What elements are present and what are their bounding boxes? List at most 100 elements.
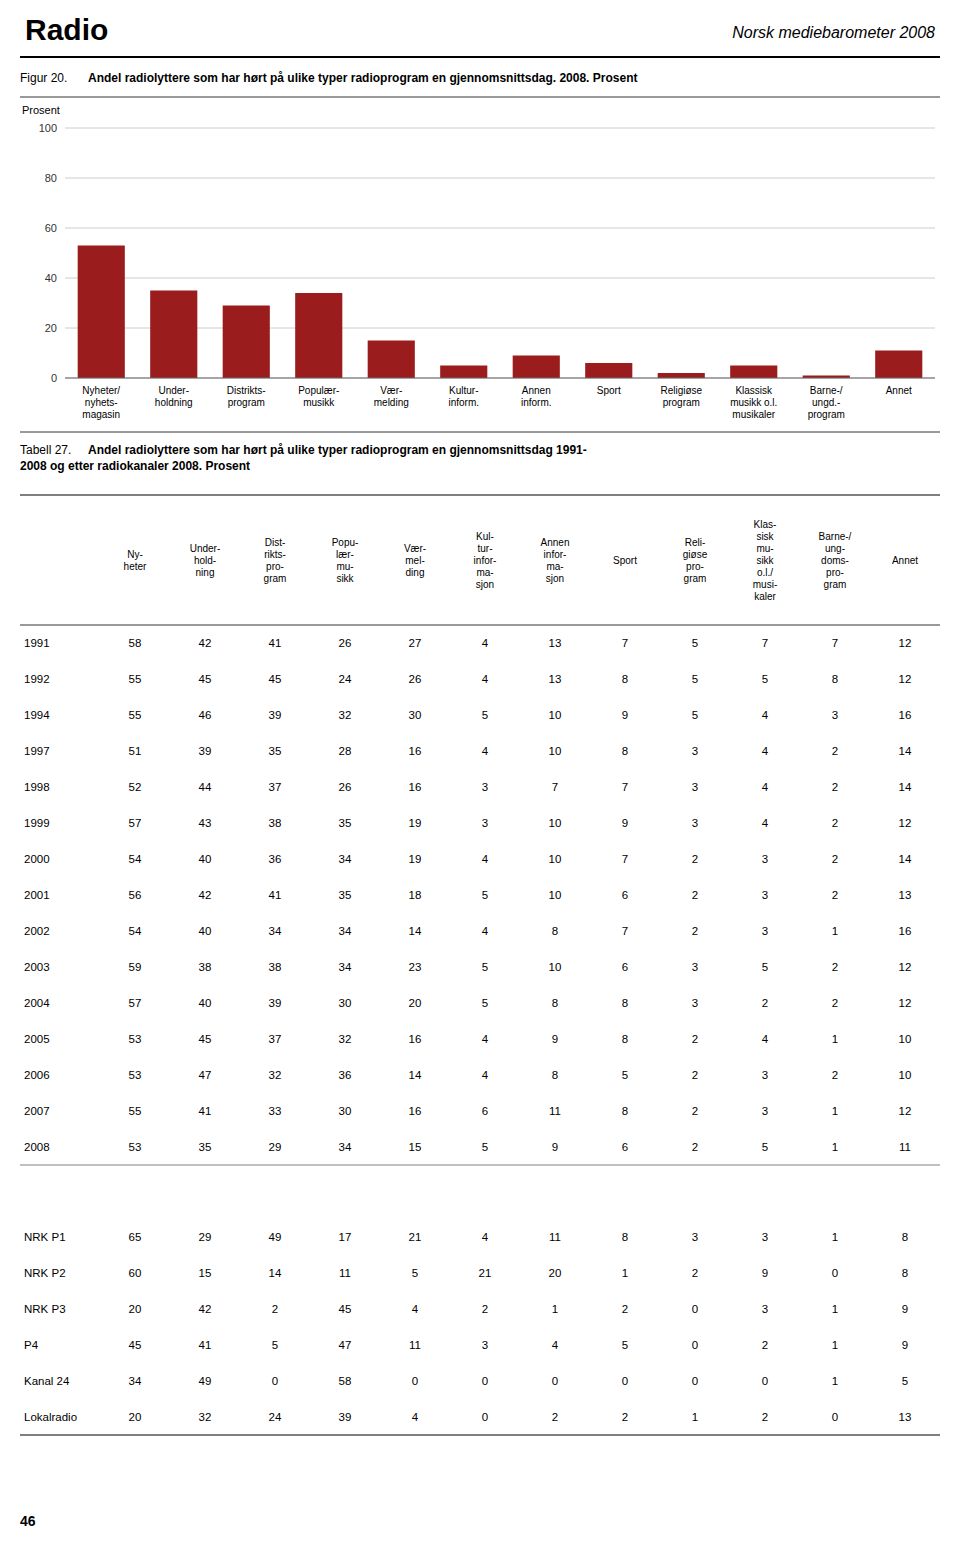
table-cell: 29 [269, 1141, 282, 1153]
table-cell: 13 [549, 673, 562, 685]
table-cell: 30 [339, 1105, 352, 1117]
text-line: musikk [303, 397, 335, 408]
table-cell: 7 [762, 637, 768, 649]
table-cell: 16 [899, 925, 912, 937]
table-cell: 5 [622, 1339, 628, 1351]
background [0, 0, 960, 1552]
table-cell: 8 [622, 1105, 628, 1117]
table-cell: 4 [482, 1069, 489, 1081]
table-cell: 9 [622, 817, 628, 829]
table-cell: 4 [762, 745, 769, 757]
text-line: mel- [405, 555, 424, 566]
table-cell: 32 [269, 1069, 282, 1081]
y-tick-label: 60 [45, 222, 57, 234]
text-line: gram [824, 579, 847, 590]
table-cell: 8 [552, 1069, 558, 1081]
table-cell: 35 [199, 1141, 212, 1153]
table-cell: 53 [129, 1069, 142, 1081]
table-cell: 3 [762, 1231, 768, 1243]
table-cell: 3 [482, 1339, 488, 1351]
table-cell: 3 [762, 925, 768, 937]
table-cell: 4 [762, 709, 769, 721]
table-cell: 26 [339, 781, 352, 793]
text-line: ding [406, 567, 425, 578]
table-cell: 1 [832, 1375, 838, 1387]
caption-rule [20, 97, 940, 98]
table-cell: 1 [832, 1033, 838, 1045]
table-cell: 34 [339, 925, 352, 937]
table-cell: 60 [129, 1267, 142, 1279]
header-rule [20, 56, 940, 58]
table-cell: 5 [762, 673, 768, 685]
table-cell: 0 [692, 1375, 698, 1387]
x-tick-label: Sport [597, 385, 621, 396]
table-cell: 30 [409, 709, 422, 721]
x-axis-line [65, 378, 935, 379]
table-row-label: NRK P3 [24, 1303, 66, 1315]
table-cell: 15 [409, 1141, 422, 1153]
table-row-label: 1992 [24, 673, 50, 685]
table-cell: 47 [199, 1069, 212, 1081]
table-cell: 14 [269, 1267, 282, 1279]
table-cell: 37 [269, 781, 282, 793]
text-line: pro- [686, 561, 704, 572]
table-cell: 57 [129, 997, 142, 1009]
text-line: Under- [158, 385, 189, 396]
table-cell: 1 [622, 1267, 628, 1279]
text-line: Nyheter/ [82, 385, 120, 396]
table-cell: 10 [899, 1033, 912, 1045]
table-cell: 2 [692, 853, 698, 865]
table-cell: 4 [762, 781, 769, 793]
table-cell: 34 [339, 853, 352, 865]
table-cell: 58 [129, 637, 142, 649]
table-cell: 59 [129, 961, 142, 973]
table-cell: 19 [409, 853, 422, 865]
text-line: Vær- [380, 385, 402, 396]
text-line: Vær- [404, 543, 426, 554]
table-cell: 49 [269, 1231, 282, 1243]
table-cell: 9 [622, 709, 628, 721]
table-cell: 1 [832, 925, 838, 937]
table-cell: 55 [129, 709, 142, 721]
table-cell: 2 [832, 745, 838, 757]
text-line: heter [124, 561, 147, 572]
table-cell: 5 [482, 709, 488, 721]
table-cell: 5 [692, 673, 698, 685]
table-cell: 0 [832, 1267, 838, 1279]
x-tick-label: Nyheter/nyhets-magasin [82, 385, 120, 420]
table-cell: 38 [269, 817, 282, 829]
table-cell: 0 [482, 1375, 488, 1387]
text-line: Andel radiolyttere som har hørt på ulike… [88, 443, 587, 457]
table-cell: 3 [762, 853, 768, 865]
table-cell: 21 [409, 1231, 422, 1243]
table-row-label: 2008 [24, 1141, 50, 1153]
table-top-rule [20, 494, 940, 495]
table-cell: 4 [482, 925, 489, 937]
table-row-label: 1994 [24, 709, 50, 721]
table-cell: 24 [269, 1411, 282, 1423]
text-line: Barne-/ [810, 385, 843, 396]
table-cell: 41 [199, 1339, 212, 1351]
table-cell: 9 [902, 1303, 908, 1315]
text-line: musi- [753, 579, 777, 590]
text-line: Sport [597, 385, 621, 396]
table-cell: 2 [762, 1339, 768, 1351]
table-cell: 2 [762, 997, 768, 1009]
table-cell: 53 [129, 1141, 142, 1153]
table-cell: 39 [339, 1411, 352, 1423]
table-cell: 52 [129, 781, 142, 793]
table-cell: 8 [902, 1267, 908, 1279]
table-cell: 56 [129, 889, 142, 901]
table-cell: 9 [552, 1141, 558, 1153]
table-cell: 14 [899, 853, 912, 865]
table-column-header: Popu-lær-mu-sikk [332, 537, 359, 584]
table-cell: 7 [622, 781, 628, 793]
text-line: sikk [336, 573, 354, 584]
table-cell: 4 [482, 1033, 489, 1045]
table-cell: 0 [272, 1375, 278, 1387]
table-row-label: 2000 [24, 853, 50, 865]
table-cell: 5 [482, 961, 488, 973]
table-cell: 16 [409, 745, 422, 757]
table-cell: 3 [832, 709, 838, 721]
text-line: program [808, 409, 845, 420]
